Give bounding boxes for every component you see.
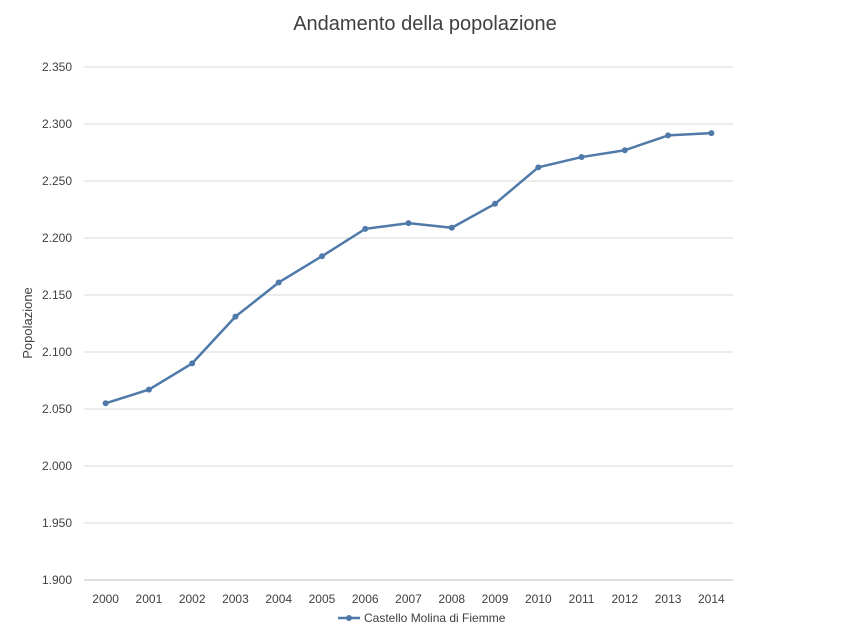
x-axis-ticks: 2000 2001 2002 2003 2004 2005 2006 2007 2008 2009… [92, 592, 725, 606]
chart-title: Andamento della popolazione [293, 13, 557, 35]
y-tick-label: 2.150 [42, 288, 72, 302]
x-tick-label: 2004 [265, 592, 292, 606]
data-point [492, 200, 499, 207]
data-point [405, 220, 412, 227]
data-point [362, 225, 369, 232]
y-tick-label: 2.350 [42, 60, 72, 74]
y-tick-label: 1.900 [42, 573, 72, 587]
data-point [708, 130, 715, 137]
x-tick-label: 2001 [136, 592, 163, 606]
y-tick-label: 2.000 [42, 459, 72, 473]
y-axis-ticks: 1.900 1.950 2.000 2.050 2.100 2.150 2.200 2.250… [42, 60, 72, 587]
data-point [578, 154, 585, 161]
data-point [145, 386, 152, 393]
series-layer [102, 130, 715, 407]
x-tick-label: 2013 [655, 592, 682, 606]
x-tick-label: 2002 [179, 592, 206, 606]
data-point [102, 400, 109, 407]
y-tick-label: 2.300 [42, 117, 72, 131]
x-tick-label: 2011 [569, 592, 595, 606]
y-tick-label: 2.250 [42, 174, 72, 188]
x-tick-label: 2003 [222, 592, 249, 606]
y-tick-label: 2.100 [42, 345, 72, 359]
x-tick-label: 2010 [525, 592, 552, 606]
x-tick-label: 2000 [92, 592, 119, 606]
legend-label: Castello Molina di Fiemme [364, 611, 506, 625]
data-point [189, 360, 196, 367]
series-line [104, 131, 713, 405]
data-point [275, 279, 282, 286]
x-tick-label: 2012 [611, 592, 638, 606]
legend: Castello Molina di Fiemme [338, 611, 506, 625]
data-point [448, 224, 455, 231]
x-tick-label: 2007 [395, 592, 422, 606]
x-tick-label: 2005 [309, 592, 336, 606]
data-point [318, 253, 325, 260]
y-tick-label: 2.200 [42, 231, 72, 245]
x-tick-label: 2008 [438, 592, 465, 606]
x-tick-label: 2006 [352, 592, 379, 606]
x-tick-label: 2014 [698, 592, 725, 606]
x-tick-label: 2009 [482, 592, 509, 606]
data-point [232, 313, 239, 320]
y-axis-label: Popolazione [20, 287, 35, 359]
y-tick-label: 1.950 [42, 516, 72, 530]
data-point [665, 132, 672, 139]
data-point [621, 147, 628, 154]
gridlines [84, 66, 733, 581]
y-tick-label: 2.050 [42, 402, 72, 416]
data-point [535, 164, 542, 171]
legend-dot-marker [346, 615, 352, 621]
